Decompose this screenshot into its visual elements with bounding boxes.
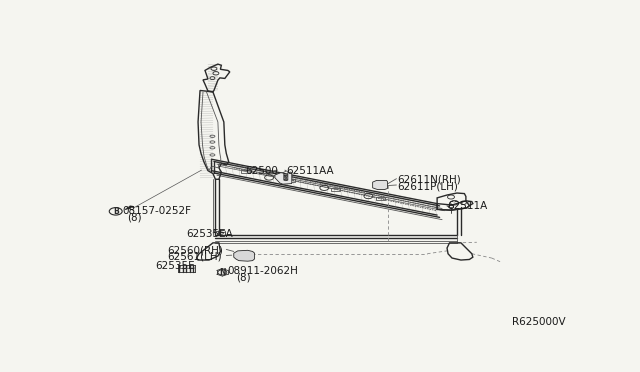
Polygon shape	[275, 172, 292, 184]
Text: R625000V: R625000V	[513, 317, 566, 327]
Text: (8): (8)	[127, 212, 142, 222]
Bar	[331, 188, 340, 191]
Text: 62500: 62500	[246, 166, 278, 176]
Text: 62535EA: 62535EA	[187, 229, 234, 239]
Bar	[286, 179, 295, 182]
Text: 08911-2062H: 08911-2062H	[228, 266, 299, 276]
Text: 62511AA: 62511AA	[286, 166, 333, 176]
Text: B: B	[113, 207, 118, 216]
Text: 62561(LH): 62561(LH)	[167, 251, 221, 262]
Bar	[241, 170, 250, 173]
Text: 62535E: 62535E	[156, 261, 195, 271]
Text: 62611N(RH): 62611N(RH)	[397, 174, 461, 184]
Polygon shape	[234, 250, 255, 261]
Text: (8): (8)	[236, 272, 251, 282]
Text: 62511A: 62511A	[447, 202, 487, 211]
Text: 08157-0252F: 08157-0252F	[122, 206, 191, 217]
Text: N: N	[219, 268, 226, 277]
Bar	[376, 197, 385, 200]
Polygon shape	[372, 180, 388, 190]
Text: 62560(RH): 62560(RH)	[167, 245, 223, 255]
Circle shape	[237, 254, 245, 258]
Text: 62611P(LH): 62611P(LH)	[397, 182, 458, 192]
